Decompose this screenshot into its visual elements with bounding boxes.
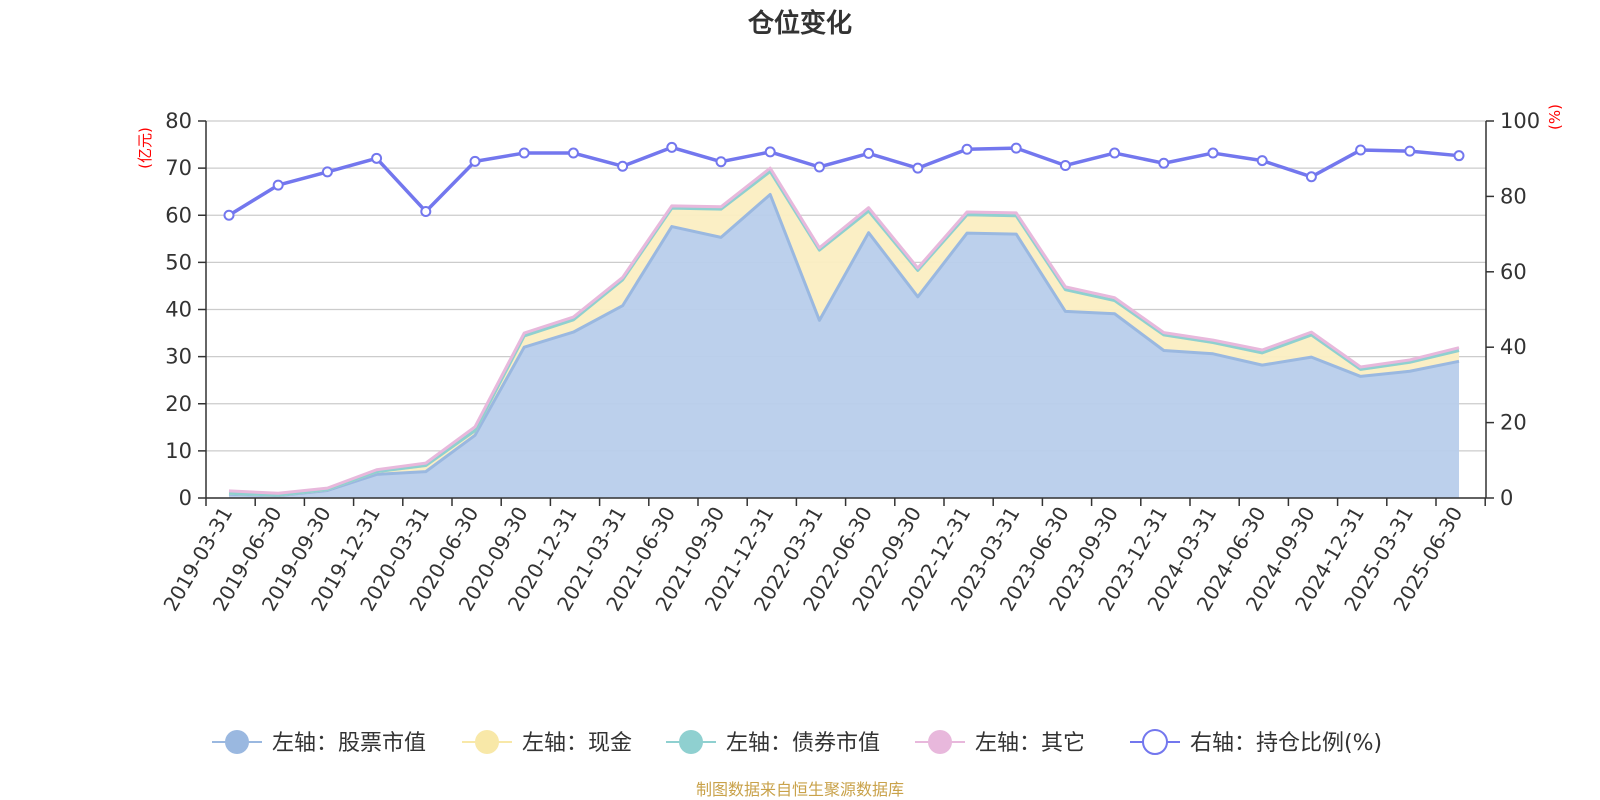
legend-item[interactable]: 左轴：其它 (915, 730, 1085, 756)
legend-item[interactable]: 左轴：股票市值 (212, 730, 426, 756)
y-left-tick-label: 50 (165, 250, 192, 274)
ratio-point (666, 141, 678, 153)
ratio-point (1404, 145, 1416, 157)
y-right-tick-label: 60 (1500, 260, 1527, 284)
ratio-point (715, 156, 727, 168)
legend-item[interactable]: 左轴：债券市值 (666, 730, 880, 756)
y-left-tick-label: 60 (165, 203, 192, 227)
ratio-point (961, 143, 973, 155)
ratio-point (469, 155, 481, 167)
ratio-point (1059, 159, 1071, 171)
ratio-point (1109, 147, 1121, 159)
ratio-point (1355, 144, 1367, 156)
legend-marker (928, 730, 952, 754)
area-top-line (228, 166, 1460, 495)
y-left-tick-label: 0 (179, 486, 192, 510)
legend-label: 左轴：债券市值 (726, 731, 880, 756)
line-series (223, 141, 1465, 221)
ratio-point (567, 147, 579, 159)
area-top-line (228, 193, 1460, 498)
legend-label: 右轴：持仓比例(%) (1190, 731, 1382, 756)
legend-item[interactable]: 右轴：持仓比例(%) (1130, 729, 1382, 756)
y-left-tick-label: 70 (165, 156, 192, 180)
y-right-tick-label: 80 (1500, 184, 1527, 208)
ratio-point (321, 166, 333, 178)
ratio-point (863, 147, 875, 159)
ratio-point (223, 209, 235, 221)
ratio-point (617, 160, 629, 172)
y-left-tick-label: 10 (165, 439, 192, 463)
y-right-tick-label: 100 (1500, 109, 1540, 133)
area-series (228, 166, 1460, 498)
y-left-tick-label: 80 (165, 109, 192, 133)
ratio-point (518, 147, 530, 159)
legend[interactable]: 左轴：股票市值 左轴：现金 左轴：债券市值 左轴：其它 右轴：持仓比例(%) (212, 729, 1382, 756)
legend-item[interactable]: 左轴：现金 (462, 730, 632, 756)
right-axis-unit: (%) (1546, 104, 1564, 130)
source-note: 制图数据来自恒生聚源数据库 (696, 780, 904, 799)
ratio-point (1305, 171, 1317, 183)
ratio-point (1010, 142, 1022, 154)
y-left-tick-label: 40 (165, 298, 192, 322)
ratio-point (912, 162, 924, 174)
area-fill (229, 194, 1459, 498)
legend-marker (1142, 729, 1168, 755)
legend-marker (475, 730, 499, 754)
legend-label: 左轴：股票市值 (272, 731, 426, 756)
y-right-tick-label: 20 (1500, 411, 1527, 435)
legend-label: 左轴：其它 (975, 731, 1085, 756)
ratio-point (420, 205, 432, 217)
ratio-point (813, 161, 825, 173)
ratio-point (1256, 155, 1268, 167)
ratio-point (764, 146, 776, 158)
legend-marker (679, 730, 703, 754)
y-right-tick-label: 0 (1500, 486, 1513, 510)
ratio-point (1158, 157, 1170, 169)
area-top-line (228, 169, 1460, 497)
y-left-tick-label: 20 (165, 392, 192, 416)
legend-label: 左轴：现金 (522, 731, 632, 756)
ratio-point (371, 152, 383, 164)
y-left-tick-label: 30 (165, 345, 192, 369)
y-right-tick-label: 40 (1500, 335, 1527, 359)
legend-marker (225, 730, 249, 754)
left-axis-unit: (亿元) (136, 127, 154, 169)
ratio-point (1453, 150, 1465, 162)
ratio-point (272, 179, 284, 191)
ratio-point (1207, 147, 1219, 159)
chart-title: 仓位变化 (747, 8, 852, 39)
area-fill (229, 171, 1459, 496)
ratio-line (228, 145, 1460, 217)
